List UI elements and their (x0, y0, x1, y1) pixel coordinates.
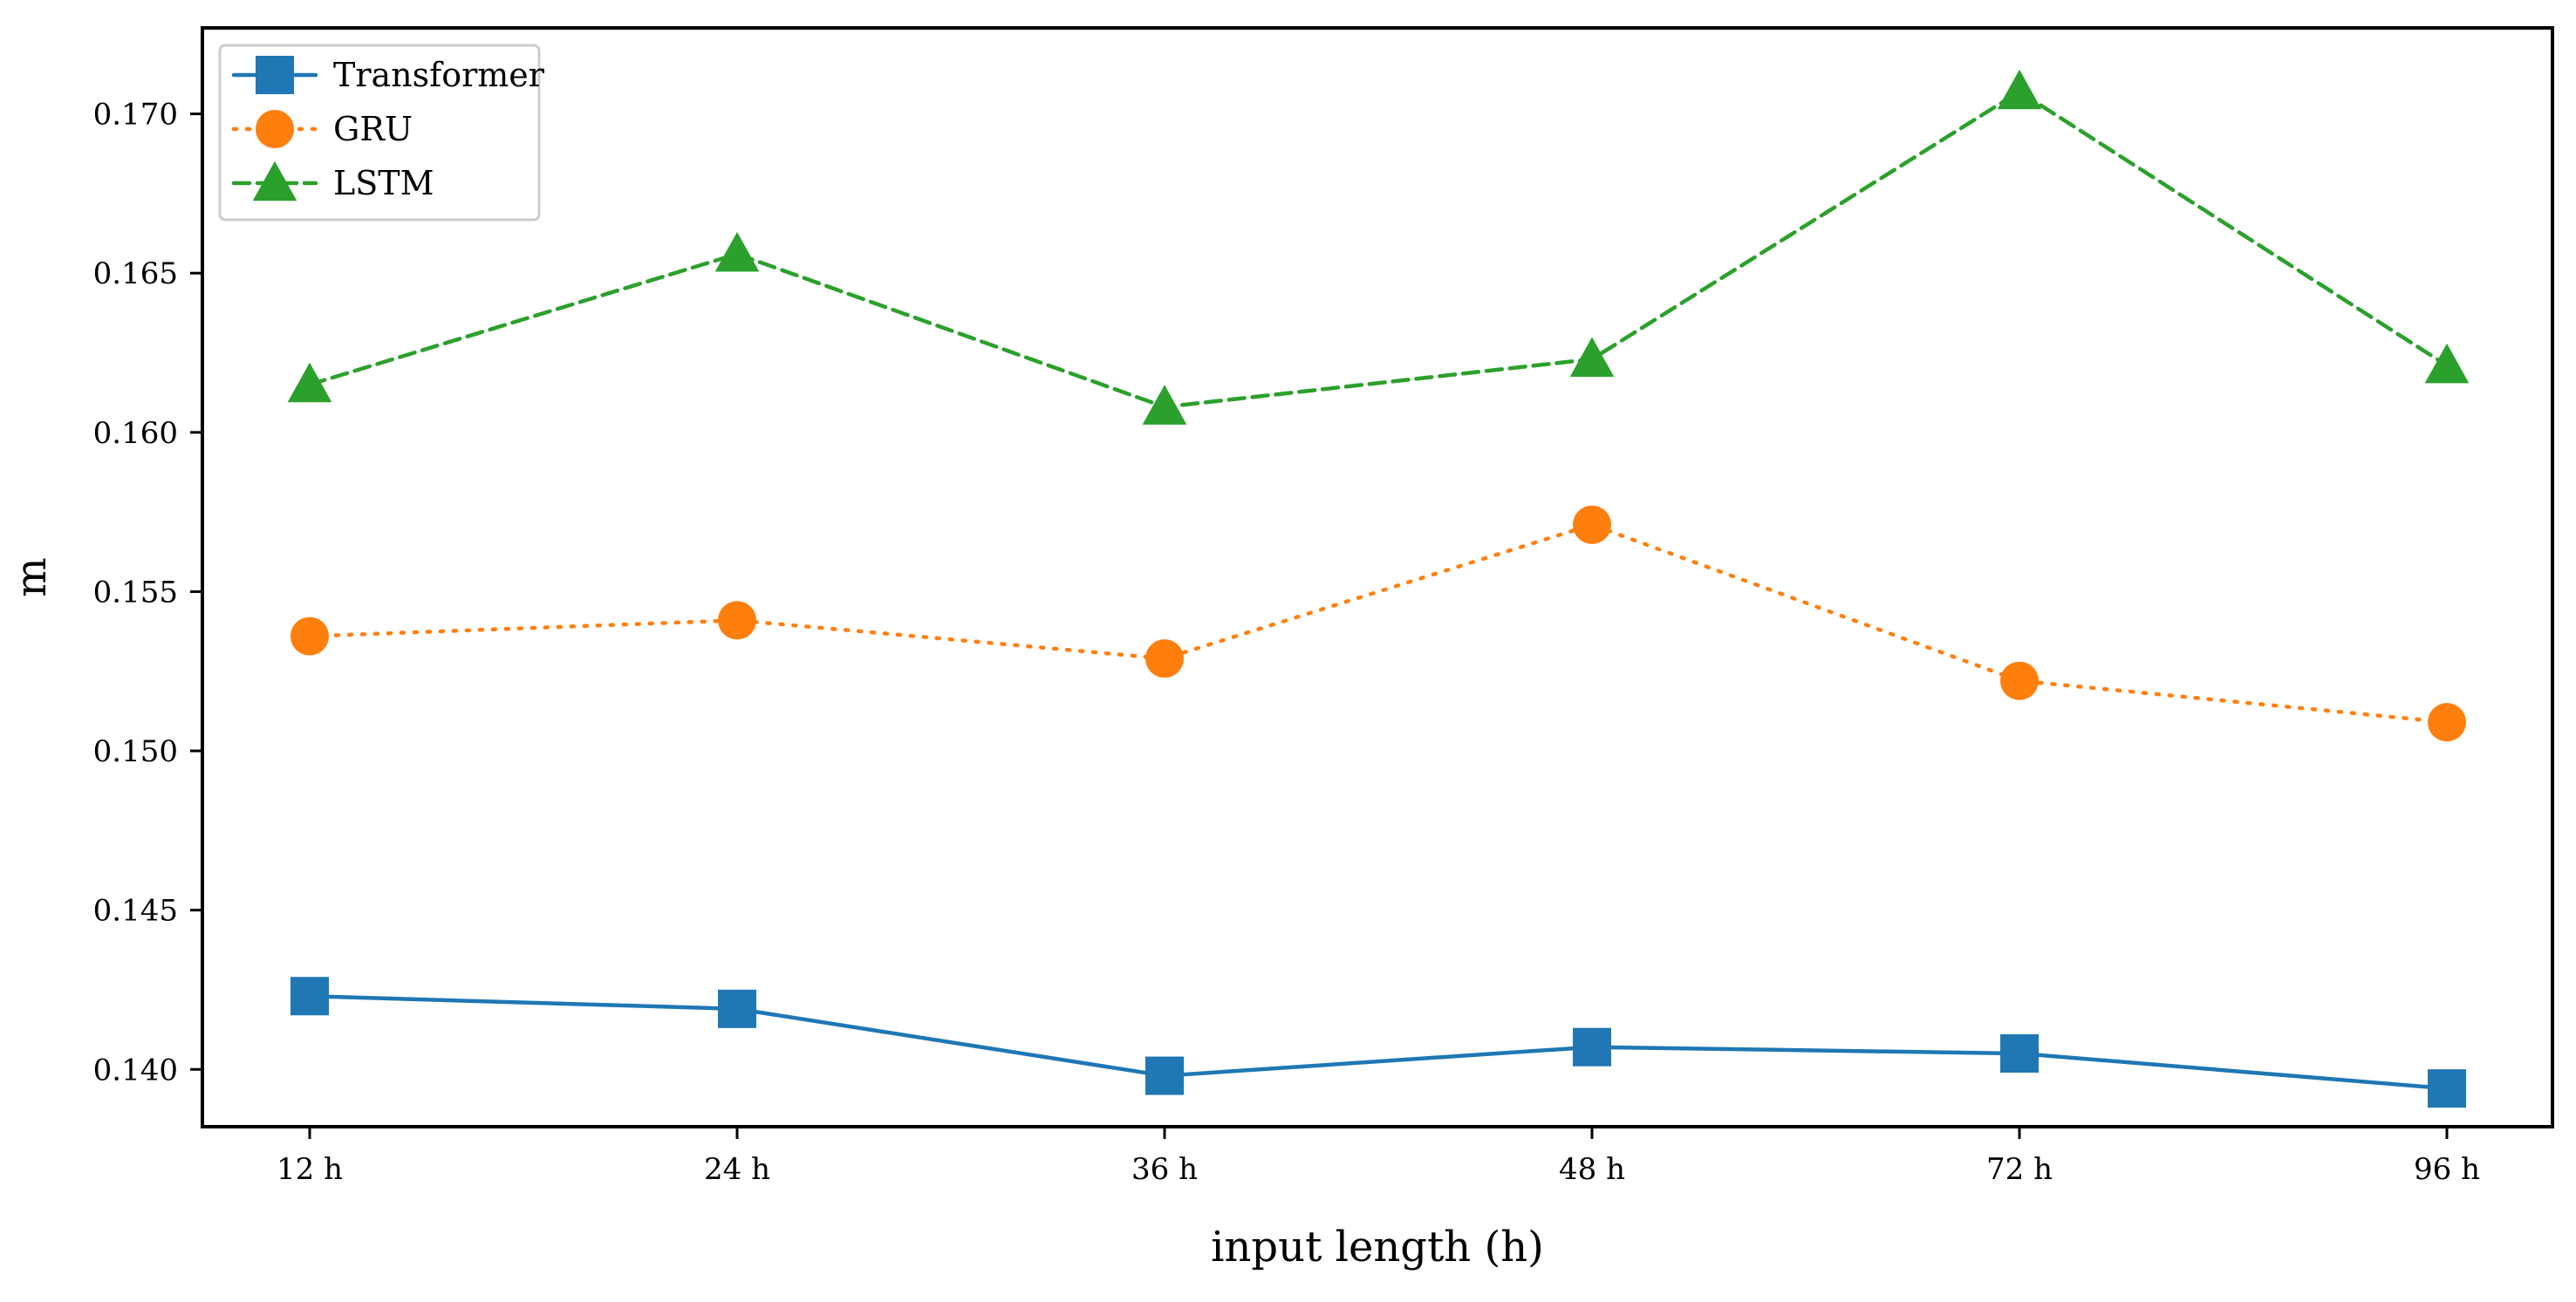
series-transformer (290, 977, 2466, 1108)
legend-label: Transformer (333, 56, 545, 94)
transformer-point (2428, 1069, 2466, 1108)
y-tick-label: 0.150 (93, 734, 178, 769)
gru-point (290, 617, 329, 656)
y-tick-label: 0.160 (93, 416, 178, 451)
gru-point (2000, 661, 2039, 700)
gru-line (307, 522, 2450, 725)
legend: Transformer GRU LSTM (218, 44, 545, 222)
series-lstm (287, 69, 2470, 425)
series-gru (290, 505, 2466, 742)
transformer-point (290, 977, 329, 1016)
lstm-point (287, 362, 332, 403)
legend-marker (256, 110, 294, 148)
gru-point (2428, 703, 2466, 742)
lstm-point (1997, 69, 2042, 110)
x-tick-label: 96 h (2414, 1152, 2480, 1187)
gru-point (718, 601, 756, 640)
y-tick-label: 0.140 (93, 1053, 178, 1087)
x-tick-label: 36 h (1131, 1152, 1198, 1187)
transformer-line (307, 994, 2450, 1091)
legend-item-transformer: Transformer (231, 56, 545, 94)
legend-label: GRU (333, 110, 413, 148)
legend-label: LSTM (333, 164, 434, 202)
y-tick-label: 0.165 (93, 256, 178, 291)
y-tick-label: 0.155 (93, 575, 178, 610)
y-tick-label: 0.145 (93, 894, 178, 929)
lstm-line (307, 89, 2450, 409)
y-axis-label: m (7, 557, 56, 597)
x-axis-label: input length (h) (1211, 1223, 1544, 1271)
lstm-point (1142, 385, 1187, 425)
lstm-point (2424, 343, 2470, 384)
transformer-point (1573, 1027, 1611, 1067)
plot-frame (201, 26, 2554, 1128)
transformer-point (2000, 1034, 2039, 1073)
transformer-point (718, 989, 756, 1028)
x-tick-label: 24 h (704, 1152, 770, 1187)
legend-item-lstm: LSTM (231, 160, 434, 202)
x-tick-label: 48 h (1559, 1152, 1625, 1187)
x-tick-label: 12 h (277, 1152, 343, 1187)
lstm-point (1569, 337, 1615, 378)
legend-marker (256, 56, 294, 94)
legend-marker (252, 160, 297, 201)
x-tick-label: 72 h (1986, 1152, 2053, 1187)
legend-item-gru: GRU (231, 110, 413, 148)
lstm-point (714, 232, 760, 272)
legend-box (218, 44, 541, 222)
gru-point (1573, 505, 1611, 544)
y-tick-label: 0.170 (93, 98, 178, 133)
transformer-point (1145, 1056, 1184, 1095)
gru-point (1145, 639, 1184, 678)
